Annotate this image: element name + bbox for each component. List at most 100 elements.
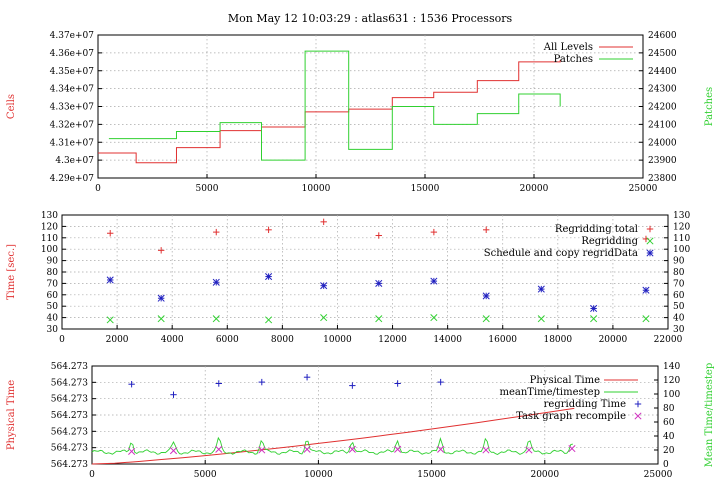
y2-tick-label: 24200 [648,103,677,113]
y2-tick-label: 40 [673,314,685,324]
point-regridding [430,314,438,322]
y-tick-label: 90 [47,257,59,267]
y2-axis-label: Patches [704,87,715,126]
point-schedule-and-copy-regriddata [537,285,545,293]
x-tick-label: 14000 [433,335,462,345]
y2-tick-label: 24100 [648,120,677,130]
y2-tick-label: 20 [663,446,675,456]
marker-stroke [590,315,598,323]
y-tick-label: 564.273 [51,460,88,470]
marker-stroke [437,445,445,453]
point-regridding-total [213,228,220,236]
marker-stroke [157,315,165,323]
x-tick-label: 5000 [196,184,219,194]
x-tick-label: 20000 [530,470,559,480]
y-tick-label: 4.33e+07 [50,103,95,113]
y-tick-label: 4.36e+07 [50,49,95,59]
point-regridding [157,315,165,323]
point-task-graph-recompile [568,445,576,453]
marker-stroke [169,447,178,455]
marker-stroke [430,277,438,285]
marker-stroke [106,276,114,284]
point-regridding-total [483,226,490,234]
marker-stroke [128,447,136,455]
marker-stroke [646,237,654,245]
y2-tick-label: 40 [663,432,675,442]
y2-tick-label: 23800 [648,174,677,184]
x-tick-label: 2000 [106,335,129,345]
marker-stroke [320,282,328,290]
y-axis-label: Cells [6,94,17,119]
point-regridding-time [170,391,177,398]
point-regridding [482,315,490,323]
point-regridding [106,316,114,324]
point-schedule-and-copy-regriddata [430,277,438,285]
marker-stroke [537,315,545,323]
marker-stroke [646,249,654,257]
y2-tick-label: 110 [673,234,690,244]
y-tick-label: 4.37e+07 [50,31,95,41]
legend-swatch-schedule-and-copy-regriddata [646,249,654,257]
legend-label-physical-time: Physical Time [530,375,600,386]
legend-label-regridding-time: regridding Time [544,399,626,410]
point-regridding-time [258,378,265,386]
marker-stroke [212,278,220,286]
marker-stroke [525,446,533,454]
point-regridding-total [107,230,114,237]
point-regridding-total [265,226,272,234]
marker-stroke [482,446,490,454]
y-tick-label: 4.3e+07 [55,156,94,166]
point-task-graph-recompile [128,447,136,455]
x-tick-label: 25000 [644,470,673,480]
y2-tick-label: 23900 [648,156,677,166]
series-line-patches [108,50,561,161]
y2-tick-label: 130 [673,211,690,221]
point-task-graph-recompile [348,445,356,453]
point-regridding [590,315,598,323]
y2-tick-label: 30 [673,325,685,335]
marker-stroke [568,445,576,453]
y2-tick-label: 90 [673,257,685,267]
point-regridding-time [394,380,401,387]
marker-stroke [265,316,273,324]
point-regridding [320,314,328,322]
point-regridding-time [303,374,311,381]
marker-stroke [106,316,114,324]
point-regridding-total [320,218,327,226]
y2-tick-label: 24600 [648,31,677,41]
point-task-graph-recompile [258,446,266,454]
marker-stroke [215,445,223,453]
marker-stroke [375,315,383,323]
y-tick-label: 130 [41,211,58,221]
legend-swatch-regridding-time [634,400,642,408]
x-tick-label: 0 [95,184,101,194]
series-line-physical-time [91,407,575,465]
series-line-all-levels [98,60,561,164]
legend-swatch-regridding-total [646,225,654,233]
marker-stroke [642,286,650,294]
y-tick-label: 120 [41,222,58,232]
y-tick-label: 564.273 [51,444,88,454]
point-task-graph-recompile [394,445,402,453]
x-tick-label: 4000 [161,335,184,345]
y-tick-label: 110 [41,234,58,244]
y2-tick-label: 100 [673,245,690,255]
x-tick-label: 5000 [194,470,217,480]
marker-stroke [303,445,311,453]
point-task-graph-recompile [215,445,223,453]
y2-tick-label: 120 [673,222,690,232]
point-regridding [537,315,545,323]
legend-label-meantime-timestep: meanTime/timestep [499,387,600,398]
marker-stroke [157,294,165,302]
marker-stroke [212,315,220,323]
y-axis-label: Time [sec.] [6,244,17,300]
y-tick-label: 564.273 [51,427,88,437]
x-tick-label: 10000 [304,470,333,480]
point-regridding-time [349,382,356,389]
marker-stroke [258,446,266,454]
point-regridding-time [437,378,444,386]
x-tick-label: 22000 [654,335,683,345]
marker-stroke [348,445,356,453]
physical-time-panel: 0 5000 10000 15000 20000 25000 564.273 564.273 5… [6,362,715,480]
marker-stroke [430,314,438,322]
